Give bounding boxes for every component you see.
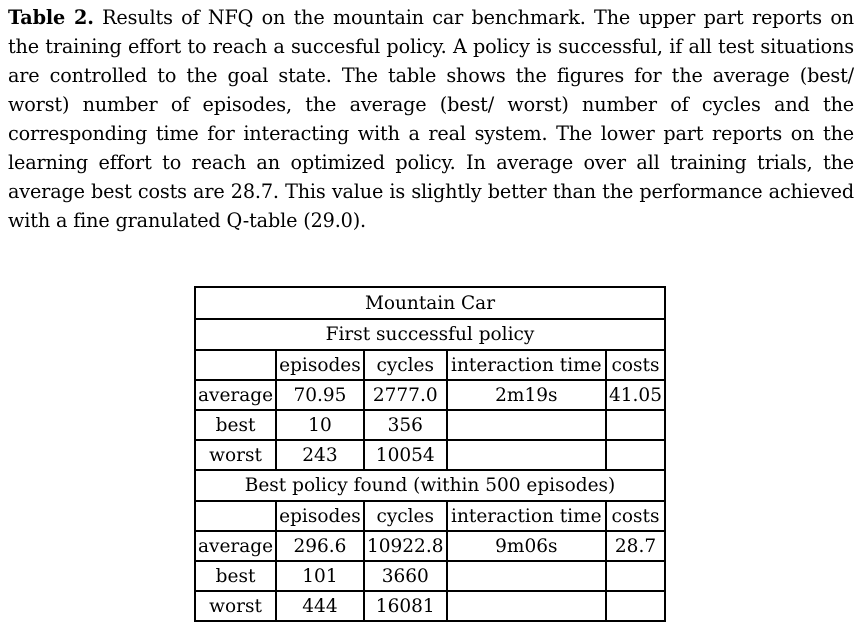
cell-costs bbox=[605, 560, 666, 591]
cell-episodes: 243 bbox=[275, 439, 364, 471]
cell-cycles: 356 bbox=[362, 409, 447, 440]
cell-interaction-time bbox=[445, 409, 607, 440]
cell-interaction-time: 9m06s bbox=[445, 530, 607, 561]
cell-cycles: 16081 bbox=[362, 590, 447, 622]
header-cell: cycles bbox=[362, 349, 447, 380]
header-cell bbox=[193, 349, 277, 380]
cell-costs: 41.05 bbox=[605, 379, 666, 410]
cell-cycles: 10054 bbox=[362, 439, 447, 471]
table-row: average 296.6 10922.8 9m06s 28.7 bbox=[193, 530, 666, 561]
cell-interaction-time bbox=[445, 439, 607, 471]
table-row: best 101 3660 bbox=[193, 560, 666, 591]
row-label: average bbox=[193, 530, 277, 561]
cell-episodes: 101 bbox=[275, 560, 364, 591]
caption-label: Table 2. bbox=[8, 6, 94, 29]
table-row: worst 444 16081 bbox=[193, 590, 666, 622]
cell-interaction-time bbox=[445, 560, 607, 591]
cell-cycles: 10922.8 bbox=[362, 530, 447, 561]
section-title: Best policy found (within 500 episodes) bbox=[194, 470, 666, 501]
cell-interaction-time bbox=[445, 590, 607, 622]
cell-episodes: 296.6 bbox=[275, 530, 364, 561]
row-label: worst bbox=[193, 439, 277, 471]
header-cell: episodes bbox=[275, 349, 364, 380]
table-title: Mountain Car bbox=[194, 286, 666, 320]
cell-costs bbox=[605, 439, 666, 471]
header-cell: interaction time bbox=[445, 500, 607, 531]
table-row: average 70.95 2777.0 2m19s 41.05 bbox=[193, 379, 666, 410]
cell-cycles: 3660 bbox=[362, 560, 447, 591]
cell-costs: 28.7 bbox=[605, 530, 666, 561]
row-label: average bbox=[193, 379, 277, 410]
header-cell bbox=[193, 500, 277, 531]
cell-costs bbox=[605, 409, 666, 440]
header-cell: episodes bbox=[275, 500, 364, 531]
cell-episodes: 70.95 bbox=[275, 379, 364, 410]
row-label: best bbox=[193, 560, 277, 591]
header-cell: cycles bbox=[362, 500, 447, 531]
cell-cycles: 2777.0 bbox=[362, 379, 447, 410]
table-row: best 10 356 bbox=[193, 409, 666, 440]
caption-text: Results of NFQ on the mountain car bench… bbox=[8, 6, 854, 232]
cell-costs bbox=[605, 590, 666, 622]
cell-episodes: 10 bbox=[275, 409, 364, 440]
cell-interaction-time: 2m19s bbox=[445, 379, 607, 410]
header-cell: costs bbox=[605, 349, 666, 380]
results-table: Mountain Car First successful policy epi… bbox=[193, 286, 666, 622]
section-title: First successful policy bbox=[194, 318, 666, 350]
table-row: worst 243 10054 bbox=[193, 439, 666, 471]
header-cell: costs bbox=[605, 500, 666, 531]
header-cell: interaction time bbox=[445, 349, 607, 380]
row-label: worst bbox=[193, 590, 277, 622]
cell-episodes: 444 bbox=[275, 590, 364, 622]
row-label: best bbox=[193, 409, 277, 440]
table-caption: Table 2. Results of NFQ on the mountain … bbox=[8, 3, 854, 235]
